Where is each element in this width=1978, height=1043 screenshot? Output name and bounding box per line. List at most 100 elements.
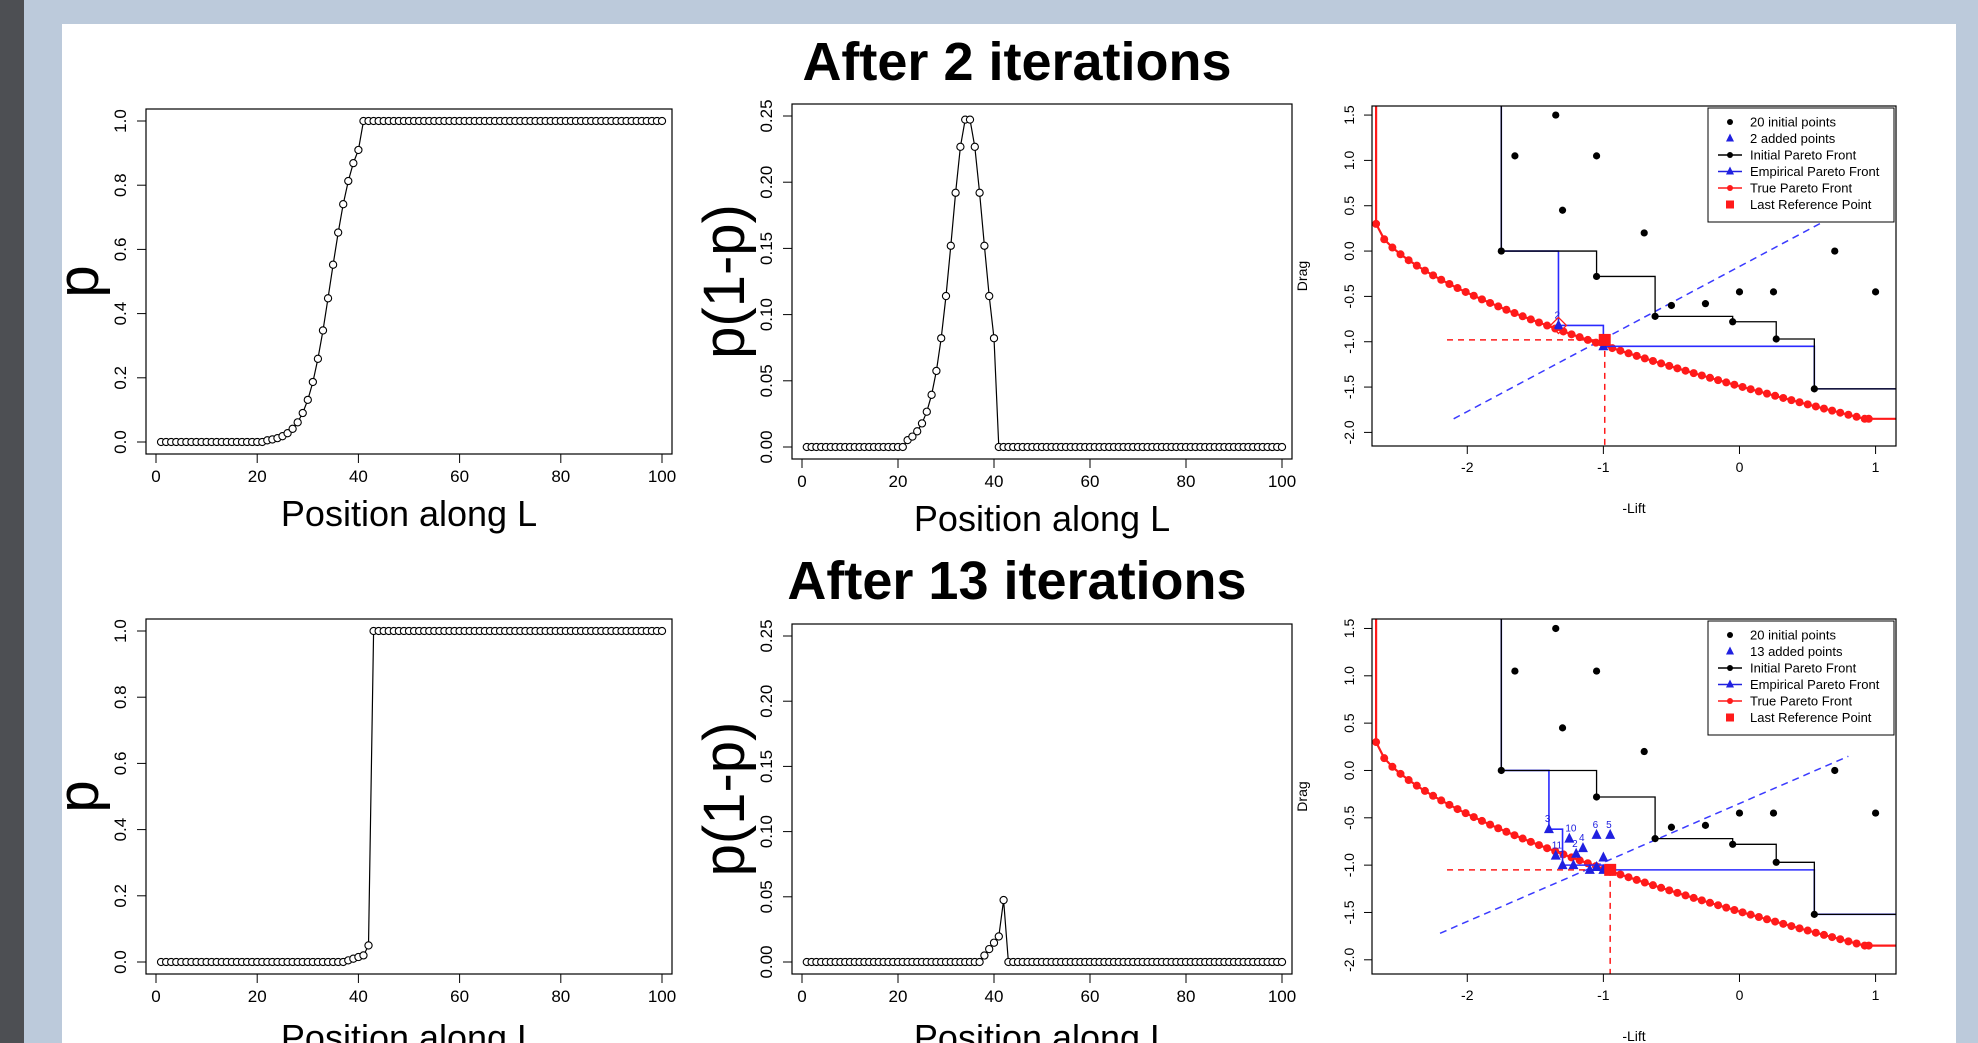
true-front-point [1486,820,1495,829]
added-point-label: 4 [1579,833,1585,844]
true-front-point [1844,410,1853,419]
y-axis-label: Drag [1294,261,1310,291]
x-tick-label: -2 [1461,459,1474,475]
y-tick-label: 0.6 [111,752,130,776]
initial-point [1701,821,1710,829]
true-front-point [1388,762,1397,771]
y-axis-label: p(1-p) [692,722,757,877]
initial-point [1831,247,1839,255]
legend-label: Last Reference Point [1750,710,1872,725]
last-reference-point [1598,333,1611,346]
true-front-point [1420,266,1429,275]
true-front-point [1502,305,1511,314]
y-axis-label: Drag [1294,781,1310,811]
added-point-label: 10 [1565,824,1577,835]
data-point [917,419,927,428]
legend-label: Initial Pareto Front [1750,148,1857,163]
initial-point [1831,766,1839,775]
chart-bottom-left: 0 20 40 60 80 100 0.0 0.2 0.4 0.6 0.8 1.0 Position a… [62,618,676,1043]
true-front-point [1714,376,1723,385]
true-front-point [1746,910,1755,919]
data-point [303,395,312,405]
y-tick-label: 1.5 [1341,105,1357,125]
x-tick-label: 40 [985,987,1004,1006]
initial-point [1810,910,1818,918]
true-front-point [1836,408,1845,417]
legend-label: 20 initial points [1750,115,1836,130]
data-point [308,377,318,387]
data-point [344,176,353,186]
figure-panel: After 2 iterations After 13 iterations 0… [62,24,1956,1043]
true-front-point [1795,924,1804,933]
true-front-point [1469,291,1478,300]
true-front-point [1575,333,1584,342]
x-tick-label: 100 [1268,472,1296,491]
data-point [1277,442,1287,452]
x-tick-label: -1 [1597,987,1610,1003]
initial-point [1810,385,1818,393]
true-front-point [1714,901,1723,910]
x-tick-label: 80 [1177,472,1196,491]
legend-marker [1726,646,1734,655]
initial-point [1640,747,1648,756]
added-point [1557,859,1568,870]
added-point-label: 3 [1545,814,1551,825]
x-tick-label: 0 [151,467,160,486]
true-front-point [1477,816,1486,825]
title-bottom: After 13 iterations [787,551,1246,611]
true-front-point [1559,850,1568,859]
x-tick-label: 20 [248,467,267,486]
x-axis-label: Position along L [281,1017,537,1043]
data-point [288,424,297,433]
true-front-point [1518,312,1527,321]
chart-bottom-middle: 0 20 40 60 80 100 0.00 0.05 0.10 0.15 0.20 0.25 Posi… [692,619,1296,1043]
true-front-point [1746,385,1755,394]
added-point [1564,832,1575,843]
x-tick-label: 0 [797,987,806,1006]
y-tick-label: -0.5 [1341,806,1357,830]
data-point [1277,957,1287,967]
initial-point [1729,840,1737,848]
series-line [161,630,662,963]
plot-frame [1371,105,1897,447]
true-front-point [1648,881,1657,890]
y-tick-label: 0.8 [111,685,130,709]
x-tick-label: 40 [985,472,1004,491]
legend-label: 13 added points [1750,644,1843,659]
y-tick-label: 0.00 [757,430,776,463]
true-front-point [1632,351,1641,360]
x-tick-label: 100 [1268,987,1296,1006]
true-front-point [1412,261,1421,270]
y-tick-label: 0.5 [1341,196,1357,216]
y-tick-label: 0.15 [757,232,776,265]
true-front-point [1771,391,1780,400]
initial-point [1592,152,1601,160]
true-front-point [1648,356,1657,365]
initial-point [1871,809,1880,817]
true-front-point [1673,888,1682,897]
reference-line [1453,218,1829,420]
true-front-point [1738,382,1747,391]
true-front-point [1844,937,1853,946]
y-tick-label: -2.0 [1341,420,1357,444]
data-point [318,326,328,335]
initial-pareto-front [1500,106,1896,390]
y-tick-label: 0.20 [757,685,776,718]
plot-frame [791,623,1293,975]
true-front-point [1738,908,1747,917]
true-front-point [1640,878,1649,887]
true-front-point [1762,915,1771,924]
true-front-point [1836,935,1845,944]
true-front-point [1779,393,1788,402]
added-point [1591,861,1602,872]
initial-pareto-front [1500,619,1896,916]
x-tick-label: 0 [797,472,806,491]
data-point [994,932,1003,941]
added-point [1598,851,1609,862]
true-front-point [1811,928,1820,937]
initial-point [1552,624,1560,633]
true-front-point [1429,271,1438,280]
true-front-point [1510,831,1519,840]
x-tick-label: 0 [151,987,160,1006]
true-front-point [1899,415,1907,423]
